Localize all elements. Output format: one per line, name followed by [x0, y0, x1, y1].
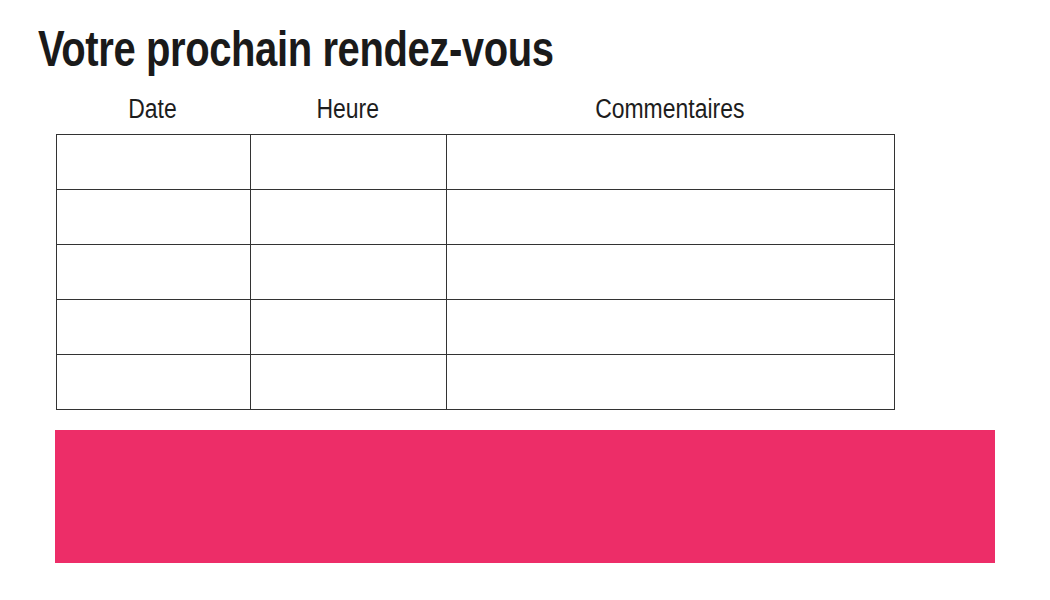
column-header-heure: Heure — [250, 94, 446, 124]
table-cell-heure — [251, 135, 447, 190]
table-header-row: Date Heure Commentaires — [56, 94, 894, 124]
column-header-heure-label: Heure — [317, 94, 380, 124]
table-row — [57, 190, 895, 245]
column-header-commentaires: Commentaires — [446, 94, 894, 124]
pink-banner — [55, 430, 995, 563]
appointments-table — [56, 134, 895, 410]
table-cell-date — [57, 135, 251, 190]
table-cell-commentaires — [447, 245, 895, 300]
table-cell-heure — [251, 300, 447, 355]
table-row — [57, 135, 895, 190]
table-cell-commentaires — [447, 135, 895, 190]
table-cell-heure — [251, 190, 447, 245]
table-cell-date — [57, 245, 251, 300]
column-header-date-label: Date — [129, 94, 177, 124]
table-cell-commentaires — [447, 355, 895, 410]
table-cell-heure — [251, 245, 447, 300]
table-cell-commentaires — [447, 190, 895, 245]
table-cell-date — [57, 300, 251, 355]
page-title: Votre prochain rendez-vous — [38, 24, 554, 74]
table-row — [57, 245, 895, 300]
table-cell-heure — [251, 355, 447, 410]
table-cell-date — [57, 190, 251, 245]
table-row — [57, 355, 895, 410]
table-row — [57, 300, 895, 355]
document-page: Votre prochain rendez-vous Date Heure Co… — [0, 0, 1050, 600]
table-cell-commentaires — [447, 300, 895, 355]
table-cell-date — [57, 355, 251, 410]
column-header-date: Date — [56, 94, 250, 124]
column-header-commentaires-label: Commentaires — [595, 94, 744, 124]
